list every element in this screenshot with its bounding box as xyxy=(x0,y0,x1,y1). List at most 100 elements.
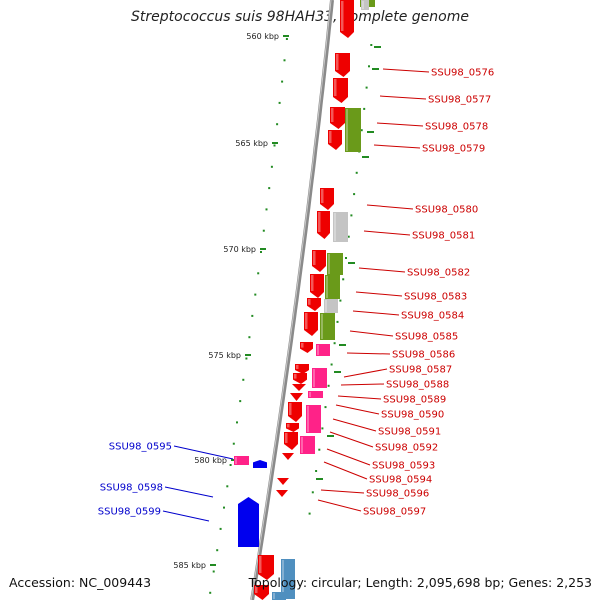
forward-gene-label: SSU98_0583 xyxy=(404,292,467,303)
rna-feature-shine xyxy=(235,457,237,464)
inner-tick xyxy=(367,131,374,133)
cog-feature-block-shine xyxy=(334,213,336,241)
reverse-gene-label: SSU98_0599 xyxy=(98,507,161,518)
forward-cds-arrow xyxy=(333,78,348,103)
label-leaders xyxy=(162,68,430,522)
tick-dot-inner xyxy=(345,257,347,259)
forward-cds-arrow xyxy=(300,342,313,353)
tick-dot-outer xyxy=(239,400,242,403)
tick-dot-inner xyxy=(360,129,363,132)
label-leader-forward xyxy=(346,352,391,355)
tick-dot-outer xyxy=(278,101,281,104)
forward-cds-arrow-shine xyxy=(305,313,308,329)
label-leader-forward xyxy=(329,431,374,448)
tick-dot-outer xyxy=(245,357,248,360)
forward-cds-arrow xyxy=(277,478,289,485)
rna-feature xyxy=(312,368,327,388)
cog-feature-block-shine xyxy=(328,254,330,274)
forward-gene-label: SSU98_0580 xyxy=(415,205,478,216)
label-leader-forward xyxy=(340,383,385,386)
forward-cds-arrow-shine xyxy=(334,79,337,96)
cog-feature-block xyxy=(272,592,286,600)
forward-cds-arrow xyxy=(288,402,302,422)
rna-feature-shine xyxy=(309,392,311,397)
forward-cds-arrow-shine xyxy=(321,189,324,203)
inner-tick xyxy=(374,46,381,48)
forward-cds-arrow xyxy=(286,423,299,432)
kbp-label: 560 kbp xyxy=(246,32,279,41)
forward-cds-arrow-shine xyxy=(313,251,316,265)
inner-tick xyxy=(339,344,346,346)
cog-feature-block xyxy=(345,108,361,152)
label-leader-forward xyxy=(332,418,377,432)
forward-cds-arrow xyxy=(330,107,345,129)
tick-dot-inner xyxy=(308,512,311,515)
kbp-label: 565 kbp xyxy=(235,139,268,148)
forward-gene-label: SSU98_0591 xyxy=(378,427,441,438)
forward-cds-arrow-shine xyxy=(331,108,334,122)
kbp-tick xyxy=(210,564,216,566)
kbp-label: 580 kbp xyxy=(194,456,227,465)
kbp-tick xyxy=(272,142,278,144)
reverse-cds-arrow xyxy=(238,497,259,547)
forward-gene-label: SSU98_0593 xyxy=(372,461,435,472)
label-leader-forward xyxy=(320,489,365,494)
label-leader-forward xyxy=(358,267,406,273)
labels: 560 kbp 565 kbp 570 kbp 575 kbp 580 kbp 585 k… xyxy=(98,32,494,570)
forward-gene-label: SSU98_0582 xyxy=(407,268,470,279)
forward-cds-arrow xyxy=(276,490,288,497)
forward-gene-label: SSU98_0586 xyxy=(392,350,455,361)
label-leader-forward xyxy=(376,122,424,127)
forward-cds-arrow-shine xyxy=(329,131,332,143)
tick-dot-outer xyxy=(242,378,245,381)
label-leader-forward xyxy=(366,204,414,210)
label-leader-forward xyxy=(349,330,394,337)
forward-cds-arrow xyxy=(320,188,334,210)
label-leader-forward xyxy=(363,230,411,236)
label-leader-forward xyxy=(382,68,430,73)
tick-dot-inner xyxy=(350,214,353,217)
forward-gene-label: SSU98_0577 xyxy=(428,95,491,106)
reverse-gene-label: SSU98_0598 xyxy=(100,483,163,494)
forward-cds-arrow-shine xyxy=(311,275,314,291)
tick-dot-inner xyxy=(368,65,370,68)
forward-gene-label: SSU98_0578 xyxy=(425,122,488,133)
cog-feature-block xyxy=(327,253,343,275)
forward-cds-arrow xyxy=(258,555,274,580)
forward-cds-arrow-shine xyxy=(255,586,258,593)
rna-feature-shine xyxy=(307,406,309,432)
label-leader-forward xyxy=(323,461,368,480)
tick-dot-outer xyxy=(281,80,284,83)
inner-tick xyxy=(348,262,355,264)
forward-gene-label: SSU98_0587 xyxy=(389,365,452,376)
reverse-cds-arrow xyxy=(253,460,267,468)
forward-cds-arrow xyxy=(284,432,298,450)
cog-feature-block xyxy=(281,559,295,599)
tick-dot-inner xyxy=(339,299,342,302)
tick-dot-inner xyxy=(365,86,368,89)
cog-feature-block-shine xyxy=(282,560,284,598)
kbp-label: 585 kbp xyxy=(173,561,206,570)
kbp-tick xyxy=(260,248,266,250)
tick-dot-outer xyxy=(251,314,254,317)
forward-cds-arrow xyxy=(304,312,318,336)
inner-tick xyxy=(316,478,323,480)
cog-feature-block-shine xyxy=(273,593,275,599)
forward-cds-arrow-shine xyxy=(296,365,299,369)
label-leader-forward xyxy=(373,144,421,149)
topology-summary: Topology: circular; Length: 2,095,698 bp… xyxy=(248,575,592,590)
tick-dot-outer xyxy=(236,421,238,424)
cog-feature-block xyxy=(325,275,340,299)
forward-gene-label: SSU98_0581 xyxy=(412,231,475,242)
forward-cds-arrow-shine xyxy=(301,343,304,348)
tick-dot-outer xyxy=(270,165,273,168)
tick-dot-outer xyxy=(229,464,232,466)
forward-cds-arrow-shine xyxy=(289,403,292,415)
cog-feature-block-shine xyxy=(325,300,327,312)
kbp-label: 570 kbp xyxy=(223,245,256,254)
forward-cds-arrow-shine xyxy=(294,374,297,379)
tick-dot-inner xyxy=(311,491,314,494)
forward-cds-arrow-shine xyxy=(336,54,339,70)
tick-dot-inner xyxy=(336,320,339,323)
forward-cds-arrow-shine xyxy=(341,1,344,31)
